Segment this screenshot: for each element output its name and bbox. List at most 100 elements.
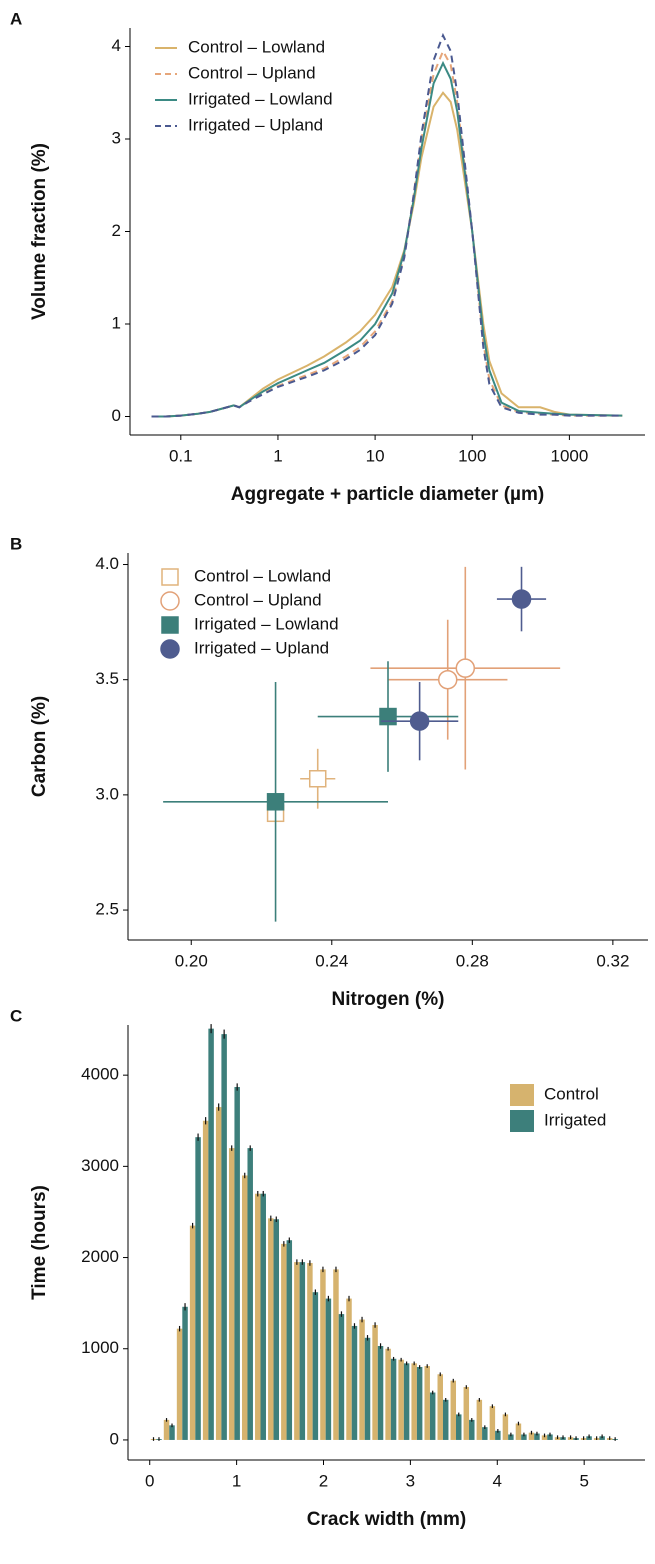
- bar: [541, 1435, 548, 1440]
- legend-label: Irrigated – Lowland: [194, 614, 339, 633]
- bar: [182, 1306, 188, 1440]
- bar: [442, 1399, 449, 1440]
- bar: [372, 1325, 378, 1440]
- x-tick-label: 1: [273, 446, 282, 465]
- x-tick-label: 2: [319, 1471, 328, 1490]
- y-tick-label: 1: [112, 313, 121, 332]
- y-tick-label: 2000: [81, 1247, 119, 1266]
- x-axis-title: Crack width (mm): [307, 1509, 466, 1530]
- x-tick-label: 0.28: [456, 951, 489, 970]
- point: [266, 793, 285, 811]
- panel-label: C: [10, 1006, 22, 1025]
- legend-label: Control – Upland: [188, 63, 316, 82]
- bar: [508, 1434, 514, 1440]
- point: [409, 711, 430, 731]
- bar: [515, 1423, 522, 1440]
- bar: [411, 1363, 417, 1440]
- bar: [299, 1262, 306, 1440]
- bar: [189, 1225, 196, 1440]
- legend-swatch: [510, 1110, 534, 1132]
- bar: [255, 1193, 261, 1440]
- y-tick-label: 1000: [81, 1338, 119, 1357]
- bar: [260, 1193, 266, 1440]
- bar: [195, 1137, 201, 1440]
- x-tick-label: 0: [145, 1471, 154, 1490]
- bar: [169, 1425, 175, 1440]
- panel-label: B: [10, 534, 22, 553]
- point: [455, 658, 476, 678]
- x-tick-label: 5: [579, 1471, 588, 1490]
- bar: [228, 1148, 235, 1440]
- bar: [489, 1406, 496, 1440]
- bar: [351, 1325, 358, 1440]
- bar: [325, 1298, 332, 1440]
- bar: [208, 1028, 214, 1440]
- y-tick-label: 4.0: [95, 554, 119, 573]
- legend-swatch: [510, 1084, 534, 1106]
- bar: [390, 1358, 397, 1440]
- x-tick-label: 0.24: [315, 951, 348, 970]
- bar: [547, 1434, 553, 1440]
- bar: [163, 1419, 170, 1440]
- legend-label: Irrigated – Upland: [188, 115, 323, 134]
- x-tick-label: 100: [458, 446, 486, 465]
- bar: [294, 1262, 300, 1440]
- bar: [476, 1399, 483, 1440]
- bar: [359, 1319, 365, 1440]
- point: [379, 707, 397, 726]
- bar: [338, 1314, 345, 1440]
- x-tick-label: 0.20: [175, 951, 208, 970]
- bar: [320, 1269, 326, 1440]
- bar: [221, 1034, 227, 1440]
- bar: [312, 1292, 319, 1440]
- point: [437, 669, 458, 690]
- legend-label: Irrigated – Lowland: [188, 89, 333, 108]
- y-tick-label: 4000: [81, 1065, 119, 1084]
- legend-marker: [160, 639, 180, 659]
- x-axis-title: Aggregate + particle diameter (µm): [231, 484, 544, 505]
- bar: [495, 1430, 501, 1440]
- y-axis-title: Volume fraction (%): [29, 143, 50, 320]
- bar: [403, 1363, 410, 1440]
- point: [308, 770, 327, 788]
- y-axis-title: Carbon (%): [29, 696, 50, 797]
- y-tick-label: 4: [112, 36, 121, 55]
- bar: [534, 1433, 540, 1440]
- legend-label: Irrigated – Upland: [194, 638, 329, 657]
- y-tick-label: 3.5: [95, 669, 119, 688]
- bar: [234, 1087, 240, 1440]
- legend-label: Control: [544, 1084, 599, 1103]
- bar: [416, 1366, 423, 1440]
- legend-marker: [160, 591, 180, 611]
- bar: [528, 1432, 535, 1440]
- x-tick-label: 3: [406, 1471, 415, 1490]
- bar: [482, 1427, 488, 1440]
- bar: [450, 1380, 457, 1440]
- legend-label: Irrigated: [544, 1110, 606, 1129]
- bar: [385, 1348, 391, 1440]
- series-line: [151, 91, 623, 418]
- bar: [429, 1392, 436, 1440]
- x-tick-label: 10: [366, 446, 385, 465]
- series-line: [151, 32, 623, 418]
- bar: [469, 1419, 475, 1440]
- bar: [242, 1175, 248, 1440]
- bar: [398, 1359, 404, 1440]
- x-tick-label: 1: [232, 1471, 241, 1490]
- x-tick-label: 0.1: [169, 446, 193, 465]
- bar: [268, 1218, 274, 1440]
- x-axis-title: Nitrogen (%): [332, 989, 445, 1010]
- bar: [502, 1414, 509, 1440]
- y-axis-title: Time (hours): [29, 1185, 50, 1300]
- legend-label: Control – Lowland: [188, 37, 325, 56]
- y-tick-label: 0: [112, 406, 121, 425]
- bar: [599, 1436, 605, 1440]
- legend-label: Control – Upland: [194, 590, 322, 609]
- panel-label: A: [10, 9, 22, 28]
- bar: [307, 1263, 313, 1440]
- bar: [202, 1120, 209, 1440]
- bar: [273, 1219, 280, 1440]
- y-tick-label: 2.5: [95, 900, 119, 919]
- bar: [364, 1337, 371, 1440]
- legend-label: Control – Lowland: [194, 566, 331, 585]
